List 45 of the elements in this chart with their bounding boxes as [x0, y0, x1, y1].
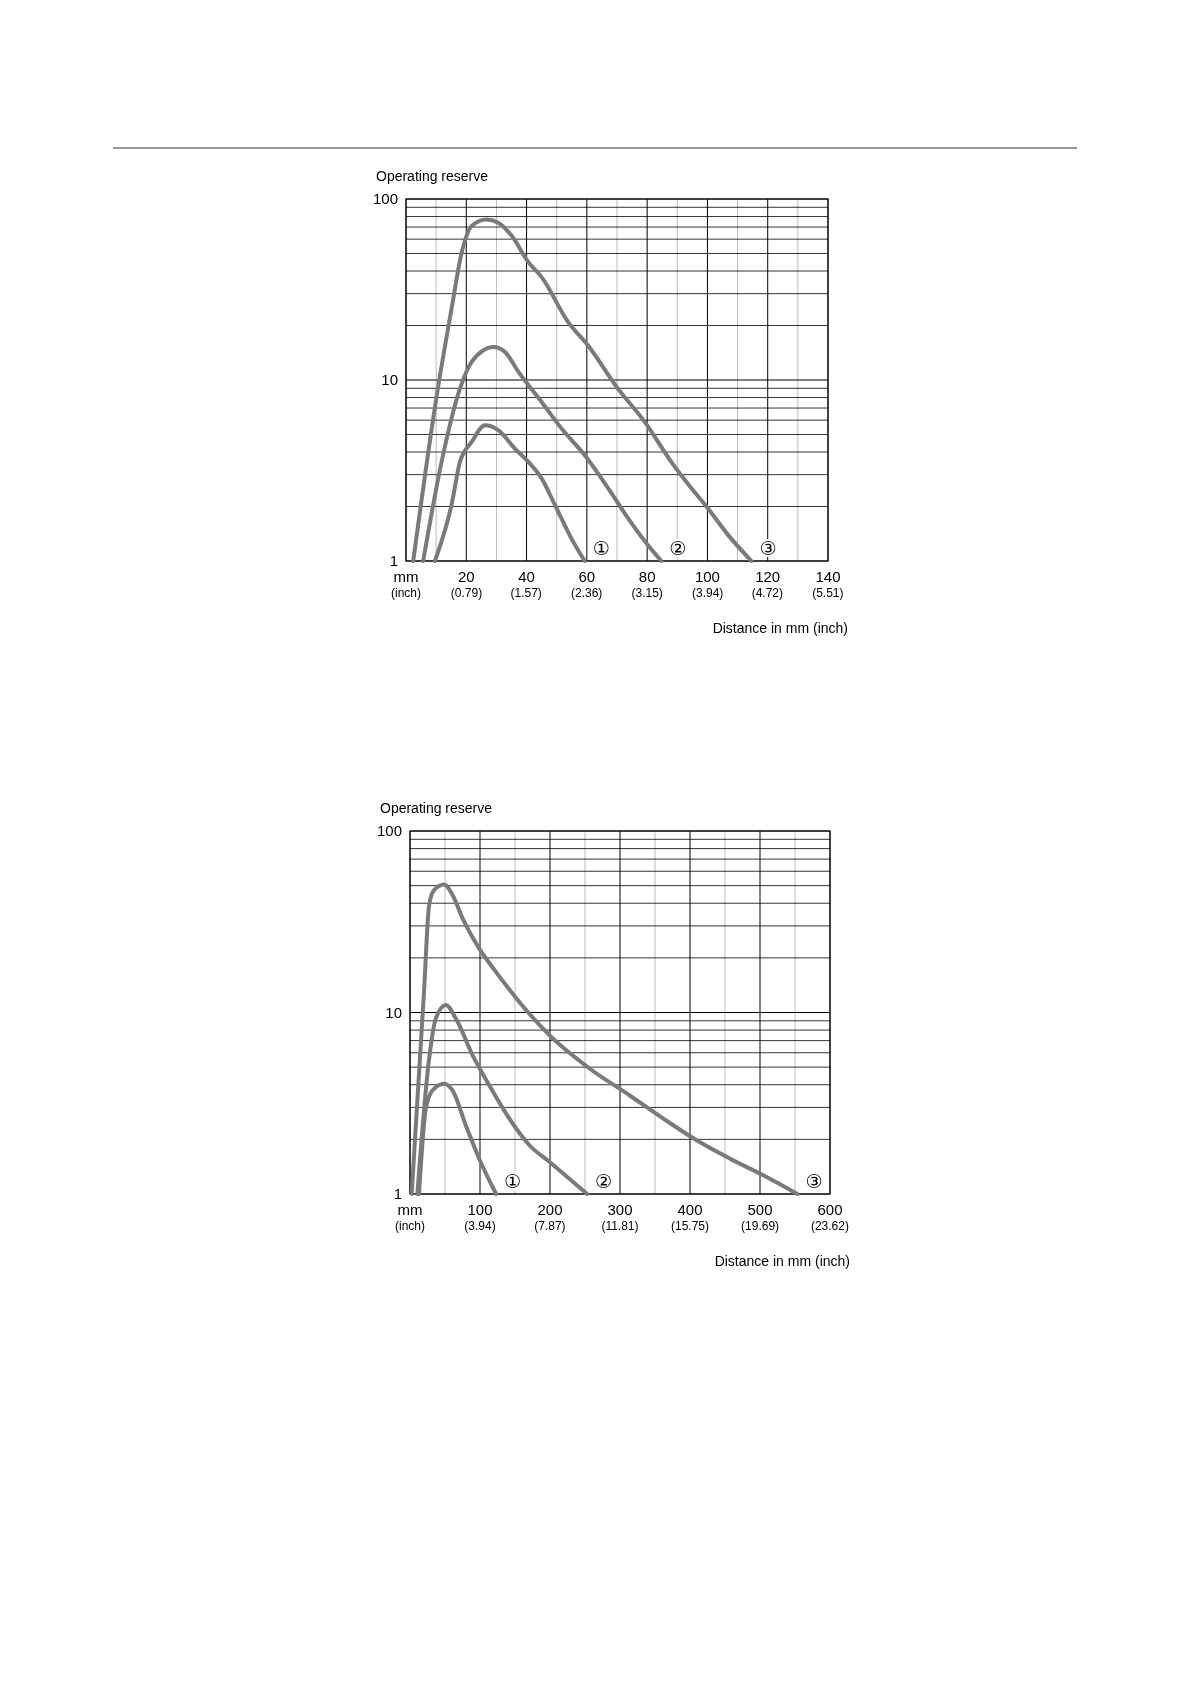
x2-tick-label: (3.15) [631, 586, 663, 600]
y-tick-label: 100 [376, 822, 402, 839]
series-label: ① [504, 1171, 522, 1192]
x-axis-title: Distance in mm (inch) [714, 1253, 850, 1269]
series-label: ③ [805, 1171, 823, 1192]
x2-tick-label: (19.69) [741, 1219, 780, 1233]
series-label: ② [669, 538, 687, 559]
y-axis-title: Operating reserve [380, 800, 493, 816]
y-axis-title: Operating reserve [376, 168, 489, 184]
x-tick-label: 400 [677, 1201, 703, 1218]
x2-tick-label: (3.94) [464, 1219, 496, 1233]
x-tick-label: 600 [817, 1201, 843, 1218]
x2-tick-label: (11.81) [601, 1219, 639, 1233]
y-tick-label: 100 [372, 190, 398, 207]
x-tick-label: 40 [518, 568, 535, 585]
x-tick-label: 100 [694, 568, 720, 585]
x2-tick-label: (23.62) [810, 1219, 849, 1233]
x-tick-label: mm [393, 568, 419, 585]
series-label: ① [592, 538, 610, 559]
y-tick-label: 1 [393, 1185, 402, 1202]
series-label: ② [595, 1171, 613, 1192]
x2-tick-label: (3.94) [691, 586, 724, 600]
x-axis-title: Distance in mm (inch) [712, 620, 848, 636]
x-tick-label: 140 [815, 568, 841, 585]
x2-tick-label: (5.51) [812, 586, 844, 600]
x-tick-label: 80 [638, 568, 656, 585]
y-tick-label: 10 [381, 371, 398, 388]
x2-tick-label: (inch) [390, 586, 422, 600]
y-tick-label: 1 [389, 552, 398, 569]
y-tick-label: 10 [385, 1003, 402, 1021]
x-tick-label: mm [397, 1201, 423, 1218]
x-tick-label: 100 [467, 1201, 493, 1218]
x2-tick-label: (0.79) [450, 586, 483, 600]
x-tick-label: 200 [537, 1201, 563, 1218]
x2-tick-label: (inch) [394, 1219, 426, 1233]
x-tick-label: 60 [578, 568, 596, 585]
x2-tick-label: (1.57) [510, 586, 542, 600]
x2-tick-label: (7.87) [534, 1219, 566, 1233]
x2-tick-label: (15.75) [671, 1219, 710, 1233]
x-tick-label: 500 [747, 1201, 773, 1218]
x2-tick-label: (2.36) [571, 586, 603, 600]
x2-tick-label: (4.72) [751, 586, 784, 600]
x-tick-label: 120 [755, 568, 781, 585]
x-tick-label: 300 [607, 1201, 633, 1218]
x-tick-label: 20 [457, 568, 475, 585]
